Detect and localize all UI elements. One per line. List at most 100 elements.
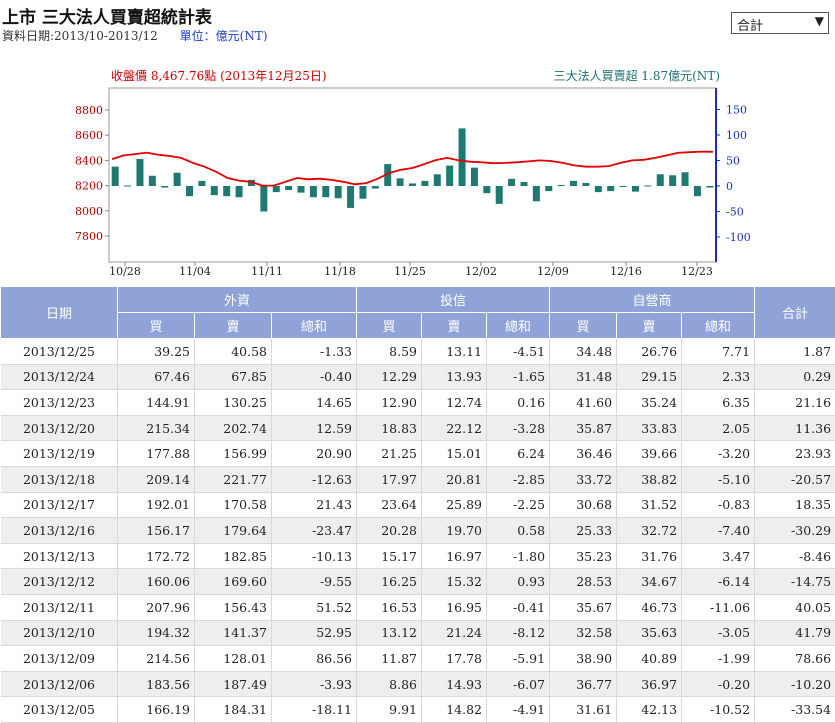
table-cell: -11.06 <box>682 594 755 620</box>
table-cell: -12.63 <box>272 466 357 492</box>
table-cell: 6.24 <box>487 441 550 467</box>
table-cell: 12.90 <box>357 390 422 416</box>
net-bar <box>260 186 267 212</box>
table-cell: 172.72 <box>118 543 195 569</box>
col-total: 合計 <box>755 287 835 339</box>
table-cell: 23.93 <box>755 441 835 467</box>
cell-date: 2013/12/09 <box>1 646 118 672</box>
net-bar <box>632 186 639 192</box>
table-cell: 26.76 <box>617 339 682 365</box>
table-cell: 182.85 <box>195 543 272 569</box>
chart: 880086008400820080007800150100500-50-100… <box>0 0 835 290</box>
table-cell: 31.76 <box>617 543 682 569</box>
left-tick-label: 8000 <box>75 205 103 218</box>
table-cell: 33.83 <box>617 415 682 441</box>
net-bar <box>607 186 614 191</box>
table-cell: -1.80 <box>487 543 550 569</box>
col-date: 日期 <box>1 287 118 339</box>
cell-date: 2013/12/24 <box>1 364 118 390</box>
table-cell: -33.54 <box>755 697 835 723</box>
table-cell: 38.82 <box>617 466 682 492</box>
table-cell: 160.06 <box>118 569 195 595</box>
net-bar <box>397 178 404 186</box>
net-bar <box>136 159 143 186</box>
table-cell: -10.20 <box>755 671 835 697</box>
table-cell: -6.07 <box>487 671 550 697</box>
table-cell: -20.57 <box>755 466 835 492</box>
table-cell: -9.55 <box>272 569 357 595</box>
table-cell: 35.24 <box>617 390 682 416</box>
table-cell: 20.81 <box>422 466 487 492</box>
table-cell: 7.71 <box>682 339 755 365</box>
table-cell: 40.05 <box>755 594 835 620</box>
net-bar <box>161 186 168 188</box>
table-cell: 179.64 <box>195 518 272 544</box>
table-cell: -8.12 <box>487 620 550 646</box>
table-cell: 2.05 <box>682 415 755 441</box>
net-bar <box>211 186 218 195</box>
table-cell: 16.97 <box>422 543 487 569</box>
table-cell: 29.15 <box>617 364 682 390</box>
net-bar <box>421 181 428 186</box>
table-cell: 11.87 <box>357 646 422 672</box>
table-cell: 41.60 <box>550 390 617 416</box>
net-bar <box>124 185 131 186</box>
table-cell: -3.28 <box>487 415 550 441</box>
table-cell: 6.35 <box>682 390 755 416</box>
net-bar <box>483 186 490 193</box>
table-cell: 13.12 <box>357 620 422 646</box>
table-cell: 14.65 <box>272 390 357 416</box>
table-cell: 156.99 <box>195 441 272 467</box>
table-cell: 8.86 <box>357 671 422 697</box>
net-bar <box>372 186 379 189</box>
x-tick-label: 11/18 <box>324 265 356 278</box>
cell-date: 2013/12/17 <box>1 492 118 518</box>
table-cell: 169.60 <box>195 569 272 595</box>
table-cell: -3.93 <box>272 671 357 697</box>
table-cell: 15.17 <box>357 543 422 569</box>
table-cell: 25.33 <box>550 518 617 544</box>
net-bar <box>335 186 342 198</box>
right-tick-label: 100 <box>726 129 747 142</box>
net-bar <box>558 185 565 186</box>
table-cell: 34.48 <box>550 339 617 365</box>
net-bar <box>236 186 243 197</box>
table-cell: 21.16 <box>755 390 835 416</box>
cell-date: 2013/12/10 <box>1 620 118 646</box>
net-bar <box>459 128 466 186</box>
table-cell: 156.43 <box>195 594 272 620</box>
table-cell: -5.10 <box>682 466 755 492</box>
table-cell: 3.47 <box>682 543 755 569</box>
cell-date: 2013/12/23 <box>1 390 118 416</box>
net-bar <box>620 186 627 187</box>
table-cell: -14.75 <box>755 569 835 595</box>
table-cell: 23.64 <box>357 492 422 518</box>
table-cell: 21.24 <box>422 620 487 646</box>
x-tick-label: 11/25 <box>394 265 426 278</box>
table-cell: 40.58 <box>195 339 272 365</box>
net-bar <box>582 183 589 186</box>
net-bar <box>298 186 305 193</box>
table-cell: 170.58 <box>195 492 272 518</box>
table-cell: 20.90 <box>272 441 357 467</box>
net-bar <box>174 173 181 186</box>
table-cell: 67.46 <box>118 364 195 390</box>
cell-date: 2013/12/18 <box>1 466 118 492</box>
x-tick-label: 11/11 <box>251 265 283 278</box>
x-tick-label: 12/02 <box>465 265 497 278</box>
table-cell: -0.41 <box>487 594 550 620</box>
cell-date: 2013/12/13 <box>1 543 118 569</box>
table-cell: -1.65 <box>487 364 550 390</box>
table-cell: 15.01 <box>422 441 487 467</box>
table-cell: 36.77 <box>550 671 617 697</box>
col-foreign-buy: 買 <box>118 313 195 339</box>
table-cell: -10.13 <box>272 543 357 569</box>
table-cell: -23.47 <box>272 518 357 544</box>
table-cell: -3.05 <box>682 620 755 646</box>
